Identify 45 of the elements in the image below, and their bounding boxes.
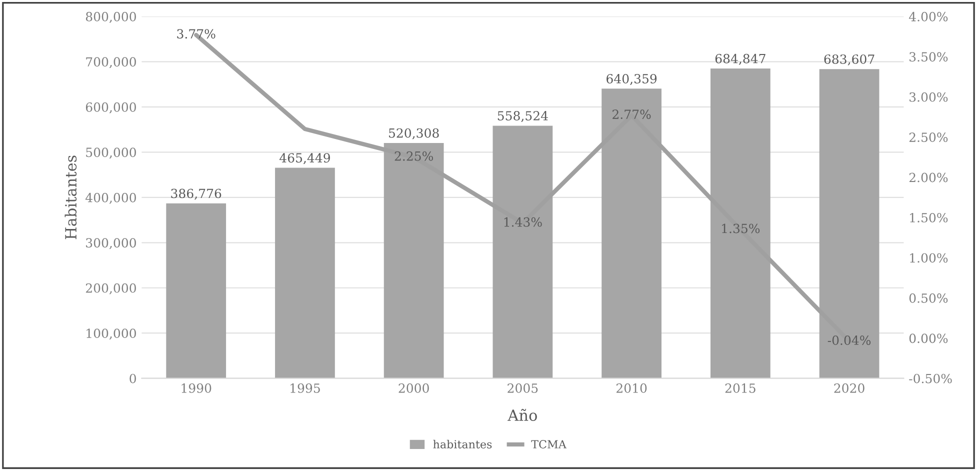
y-tick-label: 200,000 (86, 283, 136, 294)
data-label: 386,776 (171, 188, 222, 200)
data-label: 2.77% (612, 110, 651, 119)
data-label: 520,308 (389, 128, 439, 140)
bar (275, 168, 335, 378)
data-label: 640,359 (606, 74, 657, 85)
data-label: 1.43% (504, 217, 542, 227)
x-tick-label: 2015 (725, 383, 756, 393)
y-tick-label: 700,000 (86, 57, 136, 68)
y2-tick-label: 0.50% (909, 293, 948, 303)
x-tick-label: 2010 (616, 383, 647, 393)
y2-tick-label: 1.50% (910, 212, 948, 222)
y-tick-label: 800,000 (86, 12, 136, 23)
x-tick-label: 1990 (182, 383, 212, 393)
y2-tick-label: -0.50% (909, 374, 952, 384)
y2-tick-label: 3.00% (910, 92, 948, 102)
data-label: 683,607 (824, 54, 874, 66)
x-tick-label: 1995 (290, 383, 320, 393)
legend-label: habitantes (433, 440, 492, 448)
y-tick-label: 600,000 (86, 102, 136, 114)
x-tick-label: 2020 (834, 383, 864, 393)
y2-tick-label: 2.50% (909, 132, 948, 142)
data-label: 2.25% (394, 151, 433, 161)
y-tick-label: 0 (130, 374, 136, 384)
data-label: 684,847 (715, 54, 766, 65)
y2-tick-label: 2.00% (909, 172, 948, 182)
data-label: 1.35% (722, 224, 760, 234)
y2-tick-label: 1.00% (910, 253, 948, 263)
y2-tick-label: 3.50% (910, 52, 948, 62)
x-tick-label: 2005 (508, 383, 538, 393)
data-label: 465,449 (280, 153, 330, 164)
x-axis-title: Año (508, 408, 537, 422)
y-tick-label: 300,000 (86, 238, 136, 250)
y2-tick-label: 0.00% (909, 334, 948, 344)
data-label: 558,524 (498, 111, 548, 122)
x-tick-label: 2000 (398, 383, 429, 393)
data-label: -0.04% (828, 336, 871, 345)
y2-tick-label: 4.00% (908, 12, 948, 22)
y-tick-label: 400,000 (85, 192, 136, 204)
legend-label: TCMA (531, 440, 567, 448)
y-tick-label: 500,000 (86, 148, 136, 159)
y-tick-label: 100,000 (86, 328, 136, 340)
y-axis-title: Habitantes (64, 156, 77, 240)
data-label: 3.77% (177, 29, 216, 39)
bar (166, 203, 226, 378)
